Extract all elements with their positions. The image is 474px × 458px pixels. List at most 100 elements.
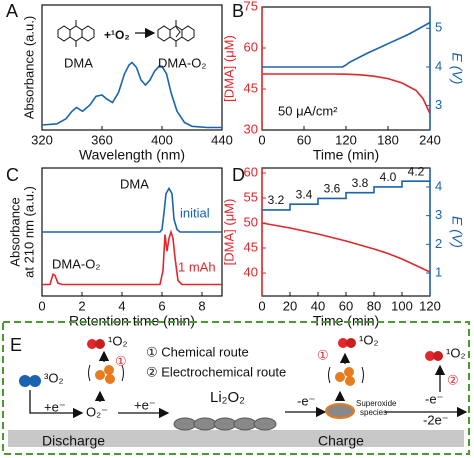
- scheme-shape: [425, 351, 435, 361]
- scheme-shape: [346, 338, 356, 348]
- y2-tick-label: 5: [435, 20, 442, 35]
- y2-tick-label: 3: [435, 207, 442, 222]
- panel-label: E: [10, 335, 22, 355]
- x-tick-label: 240: [419, 132, 441, 147]
- scheme-shape: [233, 417, 257, 431]
- route-mark: ①: [317, 347, 329, 362]
- step-label: 3.2: [268, 193, 285, 207]
- scheme-shape: [193, 417, 217, 431]
- route-mark: ①: [115, 353, 127, 368]
- panel-label: A: [6, 1, 18, 21]
- scheme-shape: [173, 417, 277, 431]
- scheme-shape: [213, 417, 237, 431]
- y-tick-label: 45: [244, 80, 258, 95]
- x-tick-label: 400: [151, 132, 173, 147]
- plot-frame: [41, 4, 223, 131]
- y-axis-label: [DMA] (μM): [221, 199, 236, 266]
- x-tick-label: 0: [38, 298, 45, 313]
- species-label: Superoxide: [356, 399, 397, 408]
- charge-label: Charge: [318, 433, 364, 449]
- scheme-shape: [95, 370, 105, 380]
- step-label: -e⁻: [297, 393, 315, 408]
- y2-tick-label: 1: [435, 264, 442, 279]
- y-axis-label: Absorbance: [7, 197, 22, 266]
- singlet-label: ¹O₂: [359, 332, 379, 347]
- step-label: 3.4: [296, 187, 313, 201]
- annotation: 50 μA/cm²: [278, 103, 338, 118]
- x-tick-label: 60: [339, 298, 353, 313]
- step-label: 3.6: [324, 182, 341, 196]
- y2-axis-label: E (V): [449, 216, 465, 248]
- y-tick-label: 55: [244, 189, 258, 204]
- scheme-shape: [29, 375, 41, 387]
- scheme-shape: [433, 351, 443, 361]
- panel-label: D: [232, 165, 245, 185]
- data-line: [262, 180, 430, 211]
- scheme-shape: [104, 365, 114, 375]
- x-axis-label: Retention time (min): [69, 313, 195, 329]
- panel-label: C: [6, 165, 19, 185]
- x-tick-label: 440: [211, 132, 233, 147]
- superoxide-label: O₂⁻: [86, 404, 108, 419]
- annotation: DMA-O₂: [52, 256, 100, 271]
- x-tick-label: 80: [367, 298, 381, 313]
- x-tick-label: 4: [118, 298, 125, 313]
- y2-tick-label: 3: [435, 97, 442, 112]
- scheme-shape: [157, 20, 195, 47]
- x-tick-label: 100: [391, 298, 413, 313]
- annotation: +¹O₂: [104, 28, 130, 42]
- x-tick-label: 2: [78, 298, 85, 313]
- inset-molecules: [57, 20, 195, 47]
- y2-tick-label: 4: [435, 178, 442, 193]
- triplet-label: ³O₂: [44, 370, 64, 385]
- data-line: [262, 21, 431, 68]
- scheme-shape: [328, 366, 364, 384]
- data-line: [262, 73, 431, 114]
- electrode: [8, 430, 464, 447]
- x-axis-label: Time (min): [313, 313, 379, 329]
- y2-tick-label: 4: [435, 58, 442, 73]
- x-tick-label: 8: [198, 298, 205, 313]
- step-label: 4.0: [380, 170, 397, 184]
- species-label: species: [360, 408, 387, 417]
- x-axis-label: Time (min): [313, 147, 379, 163]
- y2-axis-label: E (V): [449, 53, 465, 85]
- y-axis-label: at 210 nm (a.u.): [21, 186, 36, 278]
- scheme-shape: [173, 417, 197, 431]
- scheme-shape: [57, 20, 95, 47]
- step-label: 4.2: [408, 164, 425, 178]
- data-line: [261, 222, 431, 273]
- y-axis-label: Absorbance (a.u.): [21, 16, 36, 119]
- scheme-shape: [325, 403, 355, 419]
- singlet-label: ¹O₂: [446, 345, 466, 360]
- x-tick-label: 120: [419, 298, 441, 313]
- data-line: [41, 61, 222, 129]
- y-tick-label: 75: [244, 0, 258, 13]
- step-label: -2e⁻: [423, 412, 449, 427]
- x-axis-label: Wavelength (nm): [79, 147, 185, 163]
- panel-label: B: [232, 1, 244, 21]
- annotation: DMA-O₂: [158, 55, 206, 70]
- scheme-shape: [105, 374, 115, 384]
- x-tick-label: 0: [258, 298, 265, 313]
- y-tick-label: 45: [244, 239, 258, 254]
- x-tick-label: 360: [91, 132, 113, 147]
- x-tick-label: 120: [335, 132, 357, 147]
- scheme-border: [2, 321, 470, 455]
- scheme-shape: [335, 372, 345, 382]
- legend-entry: ② Electrochemical route: [146, 364, 286, 379]
- route-mark: ②: [447, 372, 459, 387]
- x-tick-label: 40: [311, 298, 325, 313]
- annotation: 1 mAh: [178, 259, 216, 274]
- singlet-label: ¹O₂: [108, 333, 128, 348]
- data-line: [42, 186, 222, 233]
- x-tick-label: 60: [297, 132, 311, 147]
- y-tick-label: 60: [244, 164, 258, 179]
- x-tick-label: 320: [31, 132, 53, 147]
- scheme-shape: [344, 367, 354, 377]
- y2-tick-label: 2: [435, 236, 442, 251]
- discharge-label: Discharge: [42, 433, 105, 449]
- x-tick-label: 6: [158, 298, 165, 313]
